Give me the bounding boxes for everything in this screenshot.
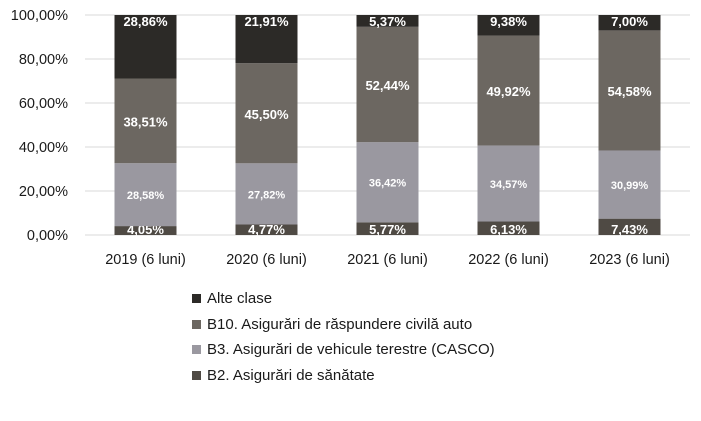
y-tick-label: 80,00% bbox=[19, 52, 68, 68]
legend-swatch bbox=[192, 294, 201, 304]
x-tick-label: 2020 (6 luni) bbox=[226, 252, 307, 268]
data-label: 27,82% bbox=[248, 189, 286, 201]
bar-segment bbox=[477, 35, 540, 146]
data-label: 34,57% bbox=[490, 179, 528, 191]
data-label: 21,91% bbox=[244, 14, 289, 29]
bar-segment bbox=[598, 15, 661, 31]
data-label: 7,43% bbox=[611, 222, 648, 237]
bar-segment bbox=[598, 218, 661, 235]
bar-segment bbox=[356, 222, 419, 235]
legend-swatch bbox=[192, 370, 201, 380]
bar-segment bbox=[114, 15, 177, 79]
legend-label: B3. Asigurări de vehicule terestre (CASC… bbox=[207, 341, 495, 359]
data-label: 28,58% bbox=[127, 190, 165, 202]
bar-segment bbox=[477, 15, 540, 36]
y-tick-label: 60,00% bbox=[19, 96, 68, 112]
bar-segment bbox=[235, 63, 298, 164]
legend-item: B10. Asigurări de răspundere civilă auto bbox=[192, 312, 495, 338]
bar-segment bbox=[114, 226, 177, 235]
bar-segment bbox=[114, 78, 177, 164]
bar-segment bbox=[356, 26, 419, 143]
bar-segment bbox=[477, 221, 540, 235]
data-label: 45,50% bbox=[244, 107, 289, 122]
data-label: 54,58% bbox=[607, 84, 652, 99]
data-label: 30,99% bbox=[611, 180, 649, 192]
bar-segment bbox=[598, 150, 661, 219]
data-label: 5,37% bbox=[369, 14, 406, 29]
data-label: 52,44% bbox=[365, 78, 410, 93]
data-label: 7,00% bbox=[611, 14, 648, 29]
data-label: 4,77% bbox=[248, 222, 285, 237]
data-label: 5,77% bbox=[369, 222, 406, 237]
legend-item: B3. Asigurări de vehicule terestre (CASC… bbox=[192, 337, 495, 363]
bar-segment bbox=[235, 224, 298, 235]
legend-label: Alte clase bbox=[207, 290, 273, 308]
legend-label: B10. Asigurări de răspundere civilă auto bbox=[207, 315, 473, 333]
data-label: 28,86% bbox=[123, 14, 168, 29]
data-label: 49,92% bbox=[486, 84, 531, 99]
y-tick-label: 20,00% bbox=[19, 184, 68, 200]
bar-segment bbox=[477, 145, 540, 222]
legend-item: Alte clase bbox=[192, 286, 495, 312]
legend-label: B2. Asigurări de sănătate bbox=[207, 366, 375, 384]
bar-segment bbox=[235, 15, 298, 64]
data-label: 36,42% bbox=[369, 178, 407, 190]
x-tick-label: 2023 (6 luni) bbox=[589, 252, 670, 268]
data-label: 38,51% bbox=[123, 114, 168, 129]
bar-segment bbox=[114, 163, 177, 227]
legend-item: B2. Asigurări de sănătate bbox=[192, 363, 495, 389]
bar-segment bbox=[235, 163, 298, 225]
x-tick-label: 2022 (6 luni) bbox=[468, 252, 549, 268]
bar-segment bbox=[356, 15, 419, 27]
x-tick-label: 2019 (6 luni) bbox=[105, 252, 186, 268]
bar-segment bbox=[356, 142, 419, 223]
stacked-bar-chart: 0,00%20,00%40,00%60,00%80,00%100,00%4,05… bbox=[11, 8, 690, 268]
data-label: 6,13% bbox=[490, 222, 527, 237]
x-tick-label: 2021 (6 luni) bbox=[347, 252, 428, 268]
data-label: 9,38% bbox=[490, 14, 527, 29]
chart-legend: Alte clase B10. Asigurări de răspundere c… bbox=[192, 286, 495, 388]
legend-swatch bbox=[192, 345, 201, 355]
y-tick-label: 40,00% bbox=[19, 140, 68, 156]
legend-swatch bbox=[192, 319, 201, 329]
bar-segment bbox=[598, 30, 661, 151]
y-tick-label: 100,00% bbox=[11, 8, 68, 24]
y-tick-label: 0,00% bbox=[27, 228, 68, 244]
